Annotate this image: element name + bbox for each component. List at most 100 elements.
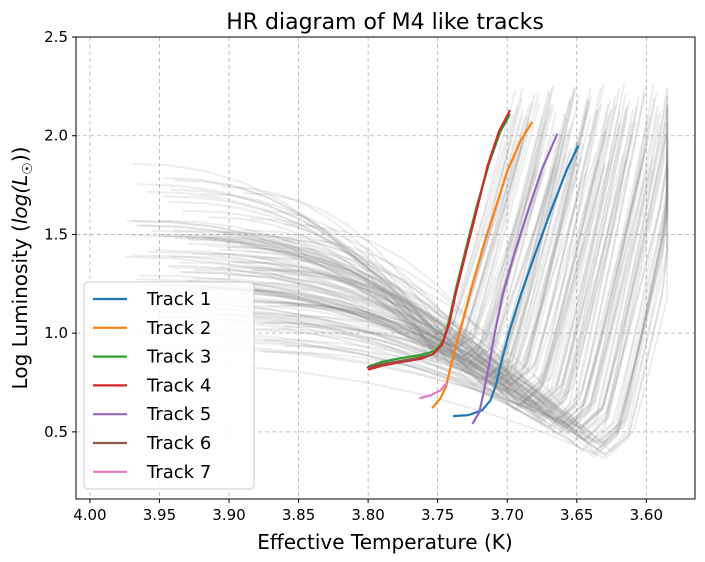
- background-track-line: [135, 116, 628, 423]
- background-track-line: [267, 83, 626, 420]
- background-track-line: [251, 87, 592, 386]
- background-track-line: [200, 133, 650, 425]
- background-track-line: [217, 106, 669, 449]
- background-track-line: [205, 158, 627, 420]
- background-track-line: [234, 109, 621, 414]
- background-track-line: [243, 104, 617, 410]
- x-tick-label: 3.60: [630, 506, 663, 524]
- background-track-line: [150, 108, 599, 386]
- background-track-line: [569, 157, 655, 424]
- background-track-line: [284, 171, 669, 453]
- background-track-line: [176, 90, 550, 358]
- background-track-line: [244, 107, 628, 406]
- background-track-line: [218, 171, 587, 376]
- background-track-line: [132, 170, 649, 420]
- background-track-line: [454, 93, 540, 346]
- background-track-line: [152, 159, 669, 456]
- background-track-line: [218, 112, 557, 376]
- background-track-line: [222, 165, 669, 445]
- x-tick-label: 3.65: [560, 506, 593, 524]
- plot-frame: [75, 36, 696, 500]
- background-track-line: [236, 105, 659, 425]
- background-track-line: [207, 110, 662, 434]
- background-track-line: [282, 104, 531, 348]
- background-track-line: [459, 171, 545, 359]
- background-track-line: [223, 167, 669, 432]
- background-track-line: [149, 116, 592, 397]
- background-track-line: [226, 113, 566, 372]
- background-track-line: [163, 106, 552, 362]
- background-track-line: [150, 101, 591, 394]
- background-track-line: [522, 127, 608, 398]
- background-track-line: [485, 151, 571, 387]
- background-track-line: [139, 98, 589, 392]
- background-track-line: [217, 103, 603, 411]
- background-track-line: [284, 96, 669, 445]
- background-track-line: [186, 136, 580, 386]
- background-track-line: [208, 115, 527, 362]
- background-track-line: [135, 121, 666, 434]
- background-track-line: [260, 88, 669, 445]
- track-line: [419, 381, 449, 400]
- background-track-line: [154, 167, 643, 422]
- legend-box: [83, 281, 255, 490]
- background-track-line: [486, 96, 572, 371]
- background-track-line: [263, 83, 655, 435]
- background-track-line: [219, 94, 627, 407]
- background-track-line: [151, 99, 612, 402]
- background-track-line: [264, 130, 668, 430]
- background-track-line: [185, 123, 669, 442]
- background-track-line: [198, 124, 621, 410]
- x-tick-label: 3.85: [282, 506, 315, 524]
- background-track-line: [267, 136, 633, 409]
- axis-ticks: 4.00 3.95 3.90 3.85 3.80 3.75 3.70 3.65 3.60 0.5 1…: [44, 28, 663, 524]
- x-tick-label: 3.90: [212, 506, 245, 524]
- background-track-line: [523, 104, 609, 396]
- background-track-line: [121, 95, 640, 430]
- legend-label: Track 4: [146, 375, 211, 396]
- background-track-line: [491, 86, 577, 381]
- background-track-line: [224, 161, 669, 435]
- background-track-line: [604, 160, 669, 446]
- background-track-line: [125, 142, 585, 397]
- background-track-line: [170, 93, 658, 429]
- track-line: [366, 353, 431, 369]
- background-track-line: [493, 141, 579, 391]
- legend-label: Track 2: [146, 318, 211, 339]
- y-tick-label: 2.5: [44, 28, 68, 46]
- background-tracks: [120, 83, 669, 460]
- background-track-line: [179, 121, 633, 414]
- background-track-line: [223, 135, 526, 359]
- background-track-line: [133, 99, 590, 388]
- background-track-line: [188, 154, 624, 412]
- background-track-line: [222, 93, 536, 365]
- background-track-line: [214, 122, 530, 355]
- background-track-line: [548, 109, 634, 428]
- background-track-line: [170, 108, 669, 442]
- y-tick-label: 1.0: [44, 324, 68, 342]
- background-track-line: [258, 164, 538, 347]
- legend-label: Track 5: [146, 404, 211, 425]
- background-track-line: [167, 167, 548, 360]
- background-track-line: [138, 141, 578, 378]
- background-track-line: [256, 113, 660, 430]
- background-track-line: [167, 158, 669, 444]
- background-track-line: [271, 87, 602, 383]
- background-track-line: [182, 106, 638, 428]
- background-track-line: [278, 104, 669, 445]
- background-track-line: [271, 168, 557, 362]
- background-track-line: [126, 156, 583, 378]
- background-track-line: [170, 104, 519, 340]
- x-tick-label: 3.95: [143, 506, 176, 524]
- y-tick-label: 1.5: [44, 225, 68, 243]
- background-track-line: [453, 170, 539, 350]
- background-track-line: [152, 97, 656, 426]
- background-track-line: [212, 123, 661, 444]
- x-tick-label: 3.75: [421, 506, 454, 524]
- background-track-line: [225, 166, 606, 408]
- track-line: [471, 133, 559, 425]
- background-track-line: [206, 163, 607, 407]
- background-track-line: [231, 117, 649, 426]
- background-track-line: [283, 137, 669, 451]
- background-track-line: [164, 95, 593, 383]
